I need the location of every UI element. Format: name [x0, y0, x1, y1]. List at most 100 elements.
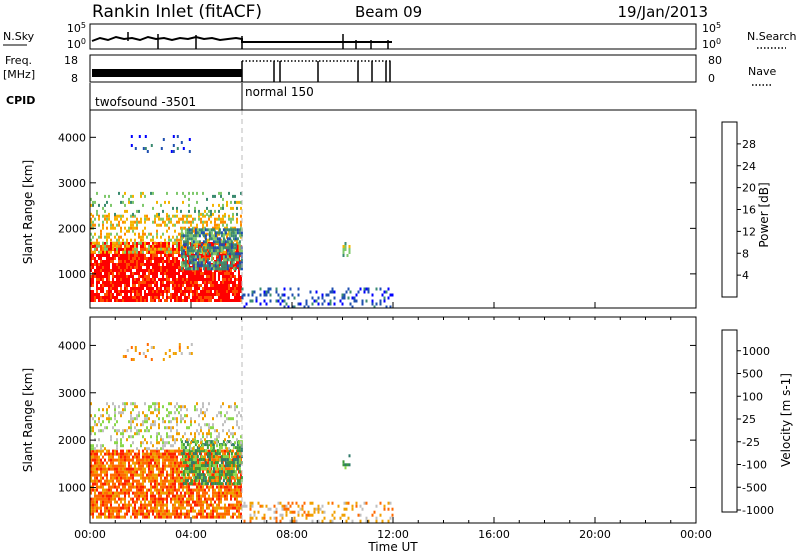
scatter-cell [212, 226, 214, 230]
scatter-cell [228, 240, 231, 244]
scatter-cell [317, 507, 320, 511]
scatter-cell [263, 293, 266, 297]
scatter-cell [92, 506, 94, 510]
scatter-cell [178, 503, 180, 507]
scatter-cell [208, 237, 211, 241]
scatter-cell [90, 473, 92, 477]
scatter-cell [108, 417, 110, 421]
scatter-cell [198, 214, 200, 218]
scatter-cell [140, 191, 142, 195]
scatter-cell [232, 267, 235, 271]
scatter-cell [222, 470, 224, 474]
scatter-cell [218, 485, 220, 489]
scatter-cell [202, 290, 204, 293]
scatter-cell [204, 266, 206, 269]
scatter-cell [146, 512, 148, 516]
scatter-cell [154, 506, 156, 510]
scatter-cell [130, 220, 132, 224]
scatter-cell [92, 235, 94, 239]
scatter-cell [96, 488, 98, 492]
scatter-cell [134, 506, 136, 510]
scatter-cell [176, 497, 178, 501]
scatter-cell [182, 443, 185, 447]
scatter-cell [194, 234, 197, 238]
scatter-cell [214, 290, 216, 293]
scatter-cell [132, 220, 134, 224]
scatter-cell [184, 243, 187, 247]
scatter-cell [222, 455, 225, 459]
scatter-cell [118, 473, 120, 477]
scatter-cell [126, 476, 128, 480]
scatter-cell [182, 497, 184, 501]
scatter-cell [138, 135, 141, 138]
scatter-cell [160, 497, 162, 501]
scatter-cell [357, 290, 360, 294]
scatter-cell [202, 212, 204, 216]
scatter-cell [172, 417, 174, 421]
scatter-cell [154, 449, 156, 453]
scatter-cell [212, 476, 215, 480]
scatter-cell [120, 470, 122, 474]
scatter-cell [379, 513, 382, 517]
scatter-cell [238, 446, 241, 450]
scatter-cell [238, 281, 240, 284]
scatter-cell [92, 266, 94, 269]
scatter-cell [114, 214, 116, 218]
scatter-cell [170, 220, 172, 224]
scatter-cell [94, 476, 96, 480]
scatter-cell [124, 497, 126, 501]
scatter-cell [232, 228, 235, 232]
scatter-cell [307, 305, 310, 309]
scatter-cell [206, 515, 208, 519]
scatter-cell [228, 272, 230, 275]
scatter-cell [130, 144, 133, 147]
scatter-cell [90, 275, 92, 278]
scatter-cell [184, 506, 186, 510]
scatter-cell [228, 228, 231, 232]
scatter-cell [220, 267, 223, 271]
scatter-cell [180, 264, 183, 268]
scatter-cell [152, 444, 154, 448]
scatter-cell [128, 458, 130, 462]
scatter-cell [346, 463, 349, 467]
scatter-cell [198, 278, 200, 281]
scatter-cell [144, 241, 146, 245]
scatter-cell [196, 261, 199, 265]
scatter-cell [234, 246, 237, 250]
scatter-cell [178, 275, 180, 278]
scatter-cell [100, 272, 102, 275]
scatter-cell [192, 284, 194, 287]
scatter-cell [140, 444, 142, 448]
scatter-cell [188, 500, 190, 504]
scatter-cell [92, 299, 94, 302]
scatter-cell [214, 452, 217, 456]
scatter-cell [190, 479, 193, 483]
scatter-cell [230, 290, 232, 293]
scatter-cell [108, 278, 110, 281]
scatter-cell [218, 214, 220, 218]
scatter-cell [222, 281, 224, 284]
scatter-cell [230, 503, 232, 507]
scatter-cell [110, 272, 112, 275]
scatter-cell [126, 251, 128, 254]
scatter-cell [152, 420, 154, 424]
scatter-cell [196, 200, 198, 204]
scatter-cell [106, 299, 108, 302]
scatter-cell [210, 275, 212, 278]
scatter-cell [224, 246, 227, 250]
scatter-cell [108, 287, 110, 290]
scatter-cell [172, 482, 174, 486]
scatter-cell [220, 284, 222, 287]
scatter-cell [204, 461, 207, 465]
scatter-cell [176, 266, 178, 269]
scatter-cell [96, 500, 98, 504]
scatter-cell [128, 254, 130, 257]
scatter-cell [190, 278, 192, 281]
scatter-cell [226, 269, 228, 272]
scatter-cell [184, 228, 187, 232]
scatter-cell [124, 278, 126, 281]
cpid-mode-1: twofsound -3501 [95, 95, 196, 109]
scatter-cell [174, 479, 176, 483]
scatter-cell [226, 467, 228, 471]
scatter-cell [110, 461, 112, 465]
